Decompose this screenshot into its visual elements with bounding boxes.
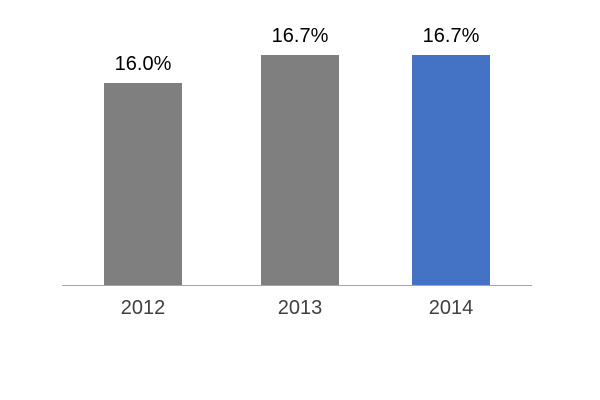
category-label-2013: 2013 bbox=[277, 297, 323, 319]
value-label-2013: 16.7% bbox=[271, 25, 329, 47]
bar-group-2013: 16.7% bbox=[261, 25, 339, 285]
bar-2014 bbox=[412, 55, 490, 285]
value-label-2012: 16.0% bbox=[114, 53, 172, 75]
x-axis-line bbox=[62, 285, 532, 286]
value-label-2014: 16.7% bbox=[422, 25, 480, 47]
bar-2013 bbox=[261, 55, 339, 285]
bar-2012 bbox=[104, 83, 182, 285]
bar-group-2012: 16.0% bbox=[104, 53, 182, 285]
bar-group-2014: 16.7% bbox=[412, 25, 490, 285]
category-label-2014: 2014 bbox=[428, 297, 474, 319]
category-label-2012: 2012 bbox=[120, 297, 166, 319]
